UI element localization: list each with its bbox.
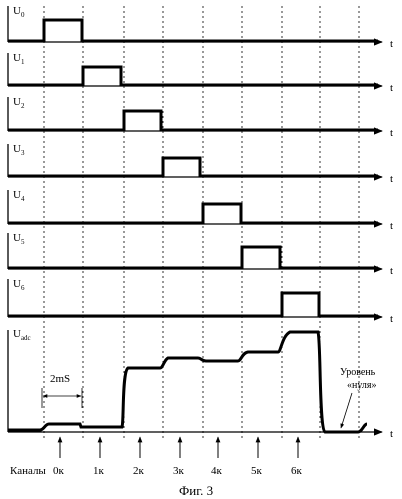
channel-tick-label: 1к <box>93 465 105 477</box>
zero-level-arrow <box>341 393 352 428</box>
channel-signal-label: U0 <box>13 5 25 19</box>
channel-panel-4: U4 t <box>8 189 393 232</box>
channel-time-label: t <box>390 173 393 185</box>
channel-tick-label: 6к <box>291 465 303 477</box>
channel-pulse-trace <box>8 158 378 176</box>
channel-panel-2: U2 t <box>8 96 393 139</box>
zero-level-label: Уровень <box>340 367 376 378</box>
figure-caption: Фиг. 3 <box>179 483 213 498</box>
channel-signal-label: U6 <box>13 278 25 292</box>
adc-signal-label: Uadc <box>13 328 31 342</box>
channel-tick-label: 0к <box>53 465 65 477</box>
channels-title: Каналы <box>10 465 46 477</box>
channel-signal-label: U1 <box>13 52 25 66</box>
channel-tick-label: 2к <box>133 465 145 477</box>
channel-ticks: 0к 1к 2к 3к 4к 5к 6к <box>53 437 303 477</box>
channel-signal-label: U3 <box>13 143 25 157</box>
channel-time-label: t <box>390 220 393 232</box>
channel-pulse-trace <box>8 67 378 85</box>
channel-pulse-trace <box>8 204 378 223</box>
channel-panel-6: U6 t <box>8 278 393 325</box>
channel-panels: U0 t U1 t U2 t U3 t U4 t U5 t U6 t <box>8 5 393 325</box>
channel-pulse-trace <box>8 293 378 316</box>
channel-tick-label: 3к <box>173 465 185 477</box>
channel-time-label: t <box>390 265 393 277</box>
channel-pulse-trace <box>8 20 378 41</box>
channel-panel-5: U5 t <box>8 232 393 277</box>
channel-tick-label: 5к <box>251 465 263 477</box>
channel-pulse-trace <box>8 247 378 268</box>
channel-time-label: t <box>390 313 393 325</box>
channel-time-label: t <box>390 82 393 94</box>
channel-panel-3: U3 t <box>8 143 393 185</box>
adc-panel: Uadc t 2mS Уровень «нуля» <box>8 328 393 440</box>
channel-signal-label: U2 <box>13 96 25 110</box>
channel-signal-label: U5 <box>13 232 25 246</box>
channel-panel-1: U1 t <box>8 52 393 94</box>
channel-time-label: t <box>390 127 393 139</box>
adc-time-label: t <box>390 428 393 440</box>
channel-pulse-trace <box>8 111 378 130</box>
channel-panel-0: U0 t <box>8 5 393 50</box>
zero-level-label-quote: «нуля» <box>347 380 377 391</box>
channel-time-label: t <box>390 38 393 50</box>
interval-label: 2mS <box>50 373 70 385</box>
channel-tick-label: 4к <box>211 465 223 477</box>
channel-signal-label: U4 <box>13 189 25 203</box>
